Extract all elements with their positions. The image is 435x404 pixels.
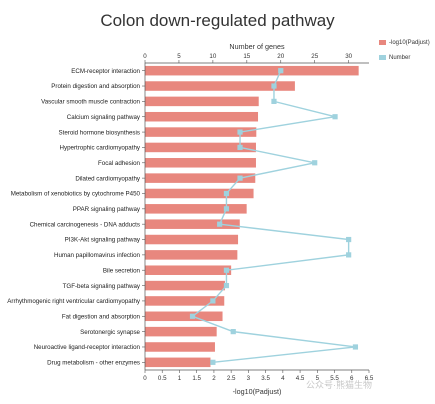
x2-tick-label: 30 — [345, 53, 352, 60]
x2-tick-label: 25 — [311, 53, 318, 60]
chart-title: Colon down-regulated pathway — [100, 11, 335, 30]
number-point[interactable] — [217, 221, 223, 227]
legend-swatch-number — [379, 55, 386, 60]
number-point[interactable] — [237, 129, 243, 135]
category-label: Arrhythmogenic right ventricular cardiom… — [7, 298, 141, 305]
category-label: Focal adhesion — [98, 160, 141, 167]
category-label: Dilated cardiomyopathy — [75, 175, 141, 182]
bar[interactable] — [145, 326, 217, 337]
category-label: Neuroactive ligand-receptor interaction — [34, 344, 141, 351]
category-label: Drug metabolism - other enzymes — [47, 360, 140, 367]
x2-tick-label: 0 — [143, 53, 147, 60]
bar[interactable] — [145, 204, 247, 214]
x-tick-label: 1 — [178, 375, 182, 382]
bar[interactable] — [145, 142, 256, 153]
category-label: Metabolism of xenobiotics by cytochrome … — [11, 191, 141, 198]
bars-layer — [145, 65, 359, 368]
legend-label-number: Number — [389, 55, 410, 61]
bar[interactable] — [145, 296, 225, 306]
x2-tick-label: 15 — [243, 53, 250, 60]
legend-label-padjust: -log10(Padjust) — [389, 40, 430, 46]
bar[interactable] — [145, 265, 232, 275]
x-tick-label: 6.5 — [365, 375, 374, 382]
category-label: Steroid hormone biosynthesis — [58, 129, 140, 136]
x-tick-label: 0 — [143, 375, 147, 382]
number-point[interactable] — [189, 313, 196, 319]
bar[interactable] — [145, 234, 239, 245]
number-point[interactable] — [237, 175, 243, 181]
x-tick-label: 1.5 — [192, 375, 201, 382]
x2-axis-title: Number of genes — [229, 42, 285, 51]
category-label: ECM-receptor interaction — [71, 68, 140, 75]
bar[interactable] — [145, 96, 259, 107]
x-tick-label: 4 — [281, 375, 285, 382]
bar[interactable] — [145, 127, 257, 137]
x-axis-title: -log10(Padjust) — [233, 387, 282, 396]
category-label: Chemical carcinogenesis - DNA adducts — [30, 221, 140, 228]
category-label: Hypertrophic cardiomyopathy — [60, 145, 141, 152]
number-point[interactable] — [346, 252, 352, 258]
number-point[interactable] — [223, 190, 230, 197]
bar[interactable] — [145, 280, 225, 291]
number-point[interactable] — [332, 114, 338, 120]
x2-tick-label: 20 — [277, 53, 284, 60]
number-line-layer — [189, 68, 359, 365]
number-point[interactable] — [271, 98, 277, 104]
number-point[interactable] — [271, 83, 277, 89]
number-point[interactable] — [210, 359, 216, 365]
number-point[interactable] — [312, 160, 318, 166]
number-point[interactable] — [230, 329, 236, 335]
bar[interactable] — [145, 158, 256, 168]
category-label: Vascular smooth muscle contraction — [41, 99, 140, 106]
number-point[interactable] — [352, 344, 359, 350]
x-tick-label: 5 — [316, 375, 320, 382]
number-point[interactable] — [237, 144, 243, 151]
x-tick-label: 2.5 — [227, 375, 236, 382]
legend-swatch-padjust — [379, 40, 386, 45]
axes: 0 0.5 1 1.5 2 2.5 3 3.5 4 4.5 5 5.5 6 6.5 0 5 10 15 20 25 30… — [142, 42, 374, 396]
bar[interactable] — [145, 81, 295, 91]
category-label: Protein digestion and absorption — [51, 83, 140, 90]
number-point[interactable] — [210, 298, 216, 304]
number-point[interactable] — [223, 282, 230, 289]
bar[interactable] — [145, 250, 238, 260]
category-label: Human papillomavirus infection — [54, 252, 141, 259]
category-label: PPAR signaling pathway — [73, 206, 141, 213]
x-tick-label: 4.5 — [296, 375, 305, 382]
bar[interactable] — [145, 342, 215, 352]
category-label: Calcium signaling pathway — [67, 114, 141, 121]
category-labels: ECM-receptor interaction Protein digestio… — [7, 68, 141, 367]
bar[interactable] — [145, 111, 259, 122]
number-point[interactable] — [223, 267, 230, 273]
category-label: Bile secretion — [103, 267, 141, 274]
number-series-line — [191, 70, 356, 364]
bar[interactable] — [145, 357, 211, 368]
number-point[interactable] — [346, 236, 352, 243]
x-tick-label: 3.5 — [261, 375, 270, 382]
bar[interactable] — [145, 219, 240, 229]
category-label: Fat digestion and absorption — [62, 313, 141, 320]
x2-tick-label: 5 — [177, 53, 181, 60]
number-point[interactable] — [223, 206, 230, 212]
category-label: PI3K-Akt signaling pathway — [65, 237, 141, 244]
bar[interactable] — [145, 173, 256, 183]
x-tick-label: 5.5 — [330, 375, 339, 382]
x2-tick-label: 10 — [209, 53, 216, 60]
x-tick-label: 6 — [350, 375, 354, 382]
bar[interactable] — [145, 311, 223, 322]
legend[interactable]: -log10(Padjust) Number — [379, 40, 430, 61]
bar[interactable] — [145, 65, 359, 76]
x-tick-label: 3 — [247, 375, 251, 382]
category-label: Serotonergic synapse — [80, 329, 140, 336]
watermark-text: 公众号·熊猫生物 — [306, 380, 372, 390]
number-point[interactable] — [278, 68, 284, 74]
bar[interactable] — [145, 188, 254, 199]
x-tick-label: 0.5 — [158, 375, 167, 382]
x-tick-label: 2 — [212, 375, 216, 382]
category-label: TGF-beta signaling pathway — [63, 283, 141, 290]
